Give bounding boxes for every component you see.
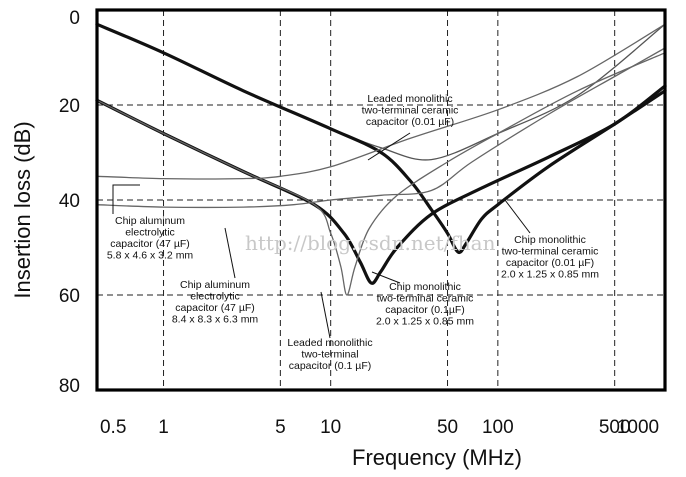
y-axis-title: Insertion loss (dB) xyxy=(10,121,35,298)
y-tick-label: 60 xyxy=(59,286,80,307)
annotation-mono-001-line: capacitor (0.01 µF) xyxy=(506,257,594,269)
annotation-mono-01-line: two-terminal ceramic xyxy=(377,293,474,305)
plot-frame xyxy=(95,8,667,392)
x-tick-label: 500 xyxy=(599,417,631,438)
annotation-mono-001-line: two-terminal ceramic xyxy=(502,246,599,258)
x-tick-label: 1 xyxy=(158,417,169,438)
x-tick-label: 0.5 xyxy=(100,417,126,438)
leader-line-leaded-01 xyxy=(320,291,331,339)
y-ticks: 0 20 40 60 80 xyxy=(59,8,80,397)
grid xyxy=(97,10,665,390)
annotation-mono-01-line: 2.0 x 1.25 x 0.85 mm xyxy=(376,316,474,328)
leader-line-mono-001 xyxy=(504,199,531,234)
leader-line-alu-58 xyxy=(112,184,140,214)
y-tick-label: 20 xyxy=(59,96,80,117)
annotation-alu-84-line: 8.4 x 8.3 x 6.3 mm xyxy=(172,314,259,326)
annotation-alu-58-line: electrolytic xyxy=(125,227,175,239)
series-line-alu-84 xyxy=(96,47,666,209)
annotation-alu-58-line: 5.8 x 4.6 x 3.2 mm xyxy=(107,250,194,262)
annotation-leaded-01-line: capacitor (0.1 µF) xyxy=(289,360,372,372)
annotation-mono-01-line: Chip monolithic xyxy=(389,281,461,293)
y-tick-label: 80 xyxy=(59,376,80,397)
watermark-text: http://blog.csdn.net/fhan xyxy=(245,231,496,255)
x-axis-title: Frequency (MHz) xyxy=(352,445,522,470)
annotation-alu-58-line: capacitor (47 µF) xyxy=(110,238,190,250)
annotation-mono-001-line: 2.0 x 1.25 x 0.85 mm xyxy=(501,269,599,281)
annotation-leaded-001-line: capacitor (0.01 µF) xyxy=(366,116,454,128)
annotation-mono-01-line: capacitor (0.1µF) xyxy=(385,304,465,316)
annotation-alu-84-line: Chip aluminum xyxy=(180,279,250,291)
annotation-leaded-001-line: two-terminal ceramic xyxy=(362,105,459,117)
x-tick-label: 100 xyxy=(482,417,514,438)
y-tick-label: 0 xyxy=(69,8,80,29)
series-group xyxy=(95,22,667,296)
x-tick-label: 10 xyxy=(320,417,341,438)
leader-line-alu-84 xyxy=(224,227,236,279)
annotation-alu-84-line: capacitor (47 µF) xyxy=(175,302,255,314)
annotation-alu-58-line: Chip aluminum xyxy=(115,215,185,227)
annotation-leaded-01-line: two-terminal xyxy=(301,349,358,361)
series-line-leaded-01 xyxy=(96,52,666,296)
annotation-mono-001-line: Chip monolithic xyxy=(514,234,586,246)
x-tick-label: 50 xyxy=(437,417,458,438)
x-tick-label: 1000 xyxy=(617,417,659,438)
leader-line-leaded-001 xyxy=(367,132,411,161)
leader-lines xyxy=(112,132,531,339)
leader-line-mono-01 xyxy=(371,271,401,284)
annotation-alu-84-line: electrolytic xyxy=(190,291,240,303)
series-line-alu-58 xyxy=(96,23,666,180)
y-tick-label: 40 xyxy=(59,191,80,212)
series-line-mono-001 xyxy=(95,22,667,255)
annotation-leaded-01-line: Leaded monolithic xyxy=(287,337,372,349)
annotation-leaded-001-line: Leaded monolithic xyxy=(367,93,452,105)
x-tick-label: 5 xyxy=(275,417,286,438)
